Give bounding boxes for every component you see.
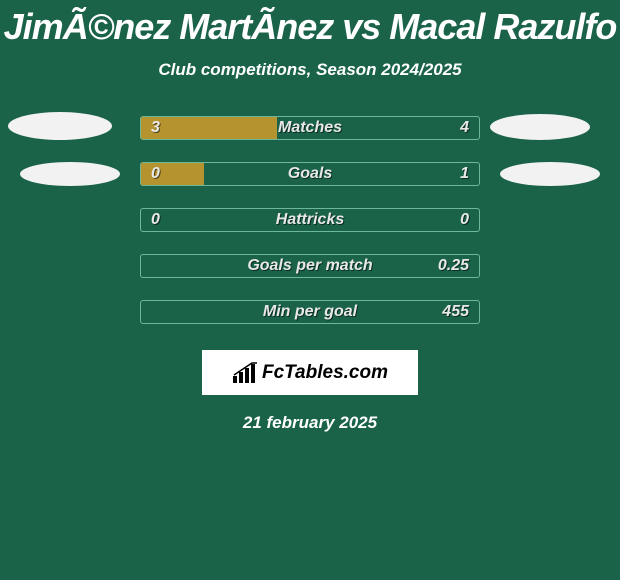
stat-bar-track: 0 0 Hattricks — [140, 208, 480, 232]
player-ellipse-icon — [8, 112, 112, 140]
player-ellipse-icon — [20, 162, 120, 186]
stat-label: Matches — [278, 119, 342, 137]
stat-value-right: 455 — [442, 303, 469, 321]
stat-value-left: 0 — [151, 211, 160, 229]
stat-bar-left-fill — [141, 117, 277, 139]
bar-chart-icon — [232, 362, 258, 384]
stat-row: 455 Min per goal — [0, 300, 620, 324]
stats-container: 3 4 Matches 0 1 Goals 0 0 Hattricks 0.25 Goals per… — [0, 116, 620, 324]
fctables-logo[interactable]: FcTables.com — [202, 350, 418, 395]
player-ellipse-icon — [490, 114, 590, 140]
stat-row: 0 0 Hattricks — [0, 208, 620, 232]
stat-label: Goals — [288, 165, 332, 183]
subtitle: Club competitions, Season 2024/2025 — [0, 60, 620, 80]
stat-bar-track: 0.25 Goals per match — [140, 254, 480, 278]
page-title: JimÃ©nez MartÃnez vs Macal Razulfo — [0, 0, 620, 48]
stat-label: Hattricks — [276, 211, 344, 229]
stat-value-left: 0 — [151, 165, 160, 183]
player-ellipse-icon — [500, 162, 600, 186]
stat-label: Min per goal — [263, 303, 357, 321]
snapshot-date: 21 february 2025 — [0, 413, 620, 433]
stat-row: 0.25 Goals per match — [0, 254, 620, 278]
logo-text: FcTables.com — [262, 362, 388, 384]
stat-value-right: 0.25 — [438, 257, 469, 275]
stat-bar-track: 3 4 Matches — [140, 116, 480, 140]
stat-value-left: 3 — [151, 119, 160, 137]
stat-value-right: 4 — [460, 119, 469, 137]
stat-value-right: 1 — [460, 165, 469, 183]
stat-label: Goals per match — [247, 257, 372, 275]
stat-bar-track: 0 1 Goals — [140, 162, 480, 186]
stat-bar-track: 455 Min per goal — [140, 300, 480, 324]
stat-value-right: 0 — [460, 211, 469, 229]
